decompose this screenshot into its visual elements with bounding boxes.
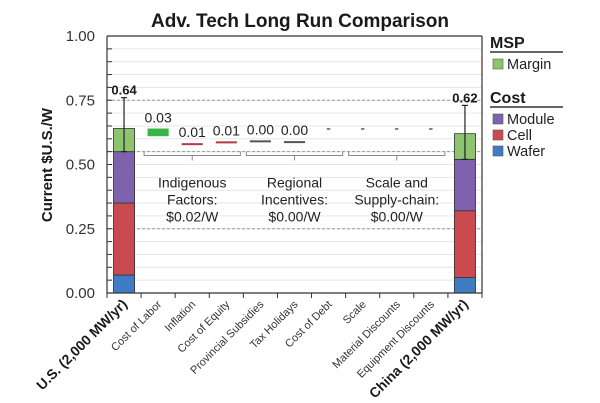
group-label-line: Indigenous <box>158 175 227 191</box>
bar-total-label: 0.64 <box>111 83 137 98</box>
y-axis-label: Current $U.S./W <box>39 107 56 222</box>
group-label-line: Factors: <box>167 192 218 208</box>
step-bar <box>249 140 271 143</box>
bar-segment-module <box>453 158 476 212</box>
y-tick-label: 0.50 <box>66 157 95 174</box>
step-label: - <box>429 119 434 135</box>
bars: 0.64 0.62 <box>111 83 478 294</box>
step-label: 0.00 <box>281 122 308 138</box>
bar-segment-module <box>113 151 136 204</box>
x-tick-labels: U.S. (2,000 MW/yr)Cost of LaborInflation… <box>33 296 471 401</box>
legend-heading: Cost <box>490 90 526 107</box>
legend-label: Cell <box>507 128 532 144</box>
y-tick-labels: 0.00 0.25 0.50 0.75 1.00 <box>66 28 95 302</box>
step-label: 0.01 <box>213 122 240 138</box>
legend-label: Margin <box>507 57 551 73</box>
legend-swatch-wafer <box>492 145 504 157</box>
group-bracket <box>245 151 344 161</box>
group-label-line: Supply-chain: <box>354 192 439 208</box>
bar-segment-cell <box>453 210 476 278</box>
bar-segment-wafer <box>113 274 136 294</box>
group-label-line: $0.00/W <box>268 209 321 225</box>
group-label-line: Regional <box>267 175 322 191</box>
group-bracket <box>143 151 241 161</box>
step-bar <box>283 141 306 144</box>
x-tick-label: Scale <box>341 299 369 327</box>
legend-swatch-module <box>492 113 504 125</box>
bar-segment-wafer <box>453 277 476 294</box>
reference-lines <box>107 99 482 230</box>
group-bracket <box>348 151 446 161</box>
step-label: 0.03 <box>145 110 172 126</box>
bar-total-label: 0.62 <box>452 90 477 105</box>
step-bar <box>181 143 203 146</box>
axes <box>106 35 483 298</box>
step-label: 0.00 <box>247 121 274 137</box>
step-bar <box>147 128 169 137</box>
legend-label: Module <box>507 112 555 128</box>
y-tick-label: 1.00 <box>66 28 95 45</box>
step-label: - <box>326 119 331 135</box>
y-tick-label: 0.75 <box>66 92 95 109</box>
step-label: 0.01 <box>179 124 206 140</box>
chart-title: Adv. Tech Long Run Comparison <box>151 11 449 32</box>
waterfall-steps: 0.03 0.01 0.01 0.00 0.00 - - - - <box>145 110 434 146</box>
step-label: - <box>360 119 365 135</box>
y-tick-label: 0.00 <box>66 285 95 302</box>
group-label-line: $0.02/W <box>166 209 219 225</box>
y-tick-label: 0.25 <box>66 221 95 238</box>
group-label-line: Incentives: <box>261 192 328 208</box>
group-label-line: Scale and <box>366 175 428 191</box>
legend-label: Wafer <box>507 144 545 160</box>
legend-heading: MSP <box>490 35 525 52</box>
step-label: - <box>394 119 399 135</box>
legend-swatch-cell <box>492 129 504 141</box>
bar-segment-cell <box>113 202 136 276</box>
legend-swatch-margin <box>492 58 504 70</box>
step-bar <box>215 141 237 144</box>
group-label-line: $0.00/W <box>371 209 424 225</box>
